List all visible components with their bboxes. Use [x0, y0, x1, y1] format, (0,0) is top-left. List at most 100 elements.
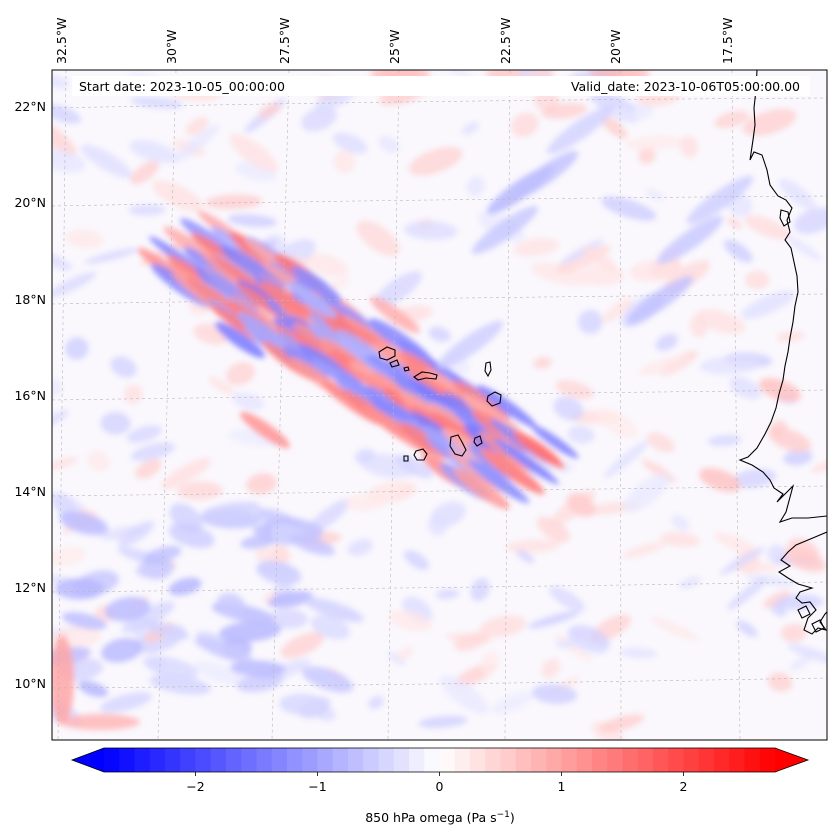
lon-label-32-5w: 32.5°W [54, 18, 69, 64]
ascent-patch [173, 124, 220, 163]
ascent-patch [135, 565, 168, 579]
ascent-patch [387, 651, 406, 666]
ascent-patch [279, 693, 327, 716]
descent-patch [602, 297, 633, 323]
ascent-patch [110, 356, 137, 378]
colorbar-cell [424, 748, 440, 772]
colorbar-cell [195, 748, 212, 772]
ascent-patch [232, 392, 265, 411]
colorbar-cell [561, 748, 578, 772]
descent-patch [52, 546, 86, 567]
ascent-patch [527, 610, 580, 629]
descent-patch [742, 108, 797, 136]
ascent-patch [794, 207, 827, 234]
colorbar-cell [531, 748, 547, 772]
map-panel: Start date: 2023-10-05_00:00:00 Valid_da… [51, 69, 828, 741]
ascent-patch [471, 205, 539, 255]
colorbar-cell [592, 748, 608, 772]
descent-patch [370, 296, 420, 334]
colorbar-ticks: −2 −1 0 1 2 [186, 772, 687, 794]
gridline [52, 581, 827, 593]
descent-patch [541, 102, 588, 119]
colorbar-cell [332, 748, 349, 772]
descent-patch [727, 217, 743, 230]
ascent-patch [729, 376, 762, 400]
descent-patch [810, 460, 827, 473]
ascent-patch [671, 514, 690, 531]
descent-patch [763, 590, 791, 608]
colorbar-cell [378, 748, 395, 772]
colorbar-cell [454, 748, 471, 772]
ascent-patch [604, 440, 649, 478]
descent-patch [87, 450, 110, 472]
ascent-patch [129, 139, 178, 164]
descent-patch [52, 457, 78, 471]
omega-field [52, 70, 827, 740]
ascent-patch [546, 105, 614, 155]
ascent-patch [142, 655, 199, 679]
ascent-patch [268, 608, 308, 629]
ascent-patch [404, 550, 429, 570]
ascent-patch [301, 666, 354, 693]
colorbar-cell [576, 748, 593, 772]
descent-patch [161, 458, 212, 490]
colorbar-cell [119, 748, 135, 772]
descent-patch [240, 411, 290, 449]
ascent-patch [787, 643, 827, 664]
colorbar-cell [241, 748, 257, 772]
longitude-labels: 32.5°W 30°W 27.5°W 25°W 22.5°W 20°W 17.5… [54, 18, 735, 64]
colorbar-cell [271, 748, 288, 772]
colorbar-cell [180, 748, 196, 772]
ascent-patch [646, 189, 664, 201]
descent-patch [650, 616, 699, 641]
descent-patch [392, 483, 416, 501]
descent-patch [530, 262, 589, 286]
descent-patch [699, 467, 741, 493]
descent-patch [622, 541, 666, 559]
ascent-patch [569, 640, 606, 655]
ascent-patch [732, 468, 777, 489]
descent-patch [533, 357, 552, 369]
lon-label-25w: 25°W [387, 29, 402, 64]
ascent-patch [55, 577, 105, 600]
descent-patch [598, 714, 645, 733]
colorbar-cell [363, 748, 379, 772]
colorbar-extend-min [72, 748, 104, 772]
colorbar-cell [759, 748, 776, 772]
lat-label-12n: 12°N [14, 580, 46, 595]
ascent-patch [461, 122, 479, 135]
ascent-patch [679, 576, 701, 589]
colorbar-tick-label: 0 [436, 779, 444, 794]
ascent-patch [511, 150, 579, 200]
colorbar-cell [683, 748, 700, 772]
ascent-patch [435, 589, 460, 600]
colorbar-cell [653, 748, 669, 772]
colorbar-label-main: 850 hPa omega (Pa s [365, 810, 496, 825]
colorbar-label-exp: −1 [497, 810, 510, 820]
lat-label-10n: 10°N [14, 676, 46, 691]
island-fogo [413, 448, 428, 461]
ascent-patch [130, 442, 176, 461]
descent-patch [52, 635, 74, 725]
colorbar-cell [287, 748, 303, 772]
ascent-patch [216, 592, 246, 616]
latitude-labels: 22°N 20°N 18°N 16°N 14°N 12°N 10°N [14, 99, 46, 691]
colorbar-cell [348, 748, 364, 772]
ascent-patch [611, 103, 654, 122]
colorbar-outline [70, 747, 810, 773]
lon-label-17-5w: 17.5°W [720, 18, 735, 64]
colorbar-cell [470, 748, 486, 772]
ascent-patch [368, 695, 385, 710]
gridline [52, 677, 827, 689]
ascent-patch [121, 601, 175, 634]
descent-patch [306, 253, 349, 277]
descent-patch [334, 150, 356, 173]
colorbar-cell [210, 748, 227, 772]
ascent-patch [347, 538, 373, 557]
colorbar-cell [165, 748, 181, 772]
ascent-patch [230, 660, 286, 677]
island-santa-luzia [403, 366, 410, 372]
ascent-patch [775, 594, 824, 610]
ascent-patch [467, 459, 530, 504]
lon-label-20w: 20°W [608, 29, 623, 64]
